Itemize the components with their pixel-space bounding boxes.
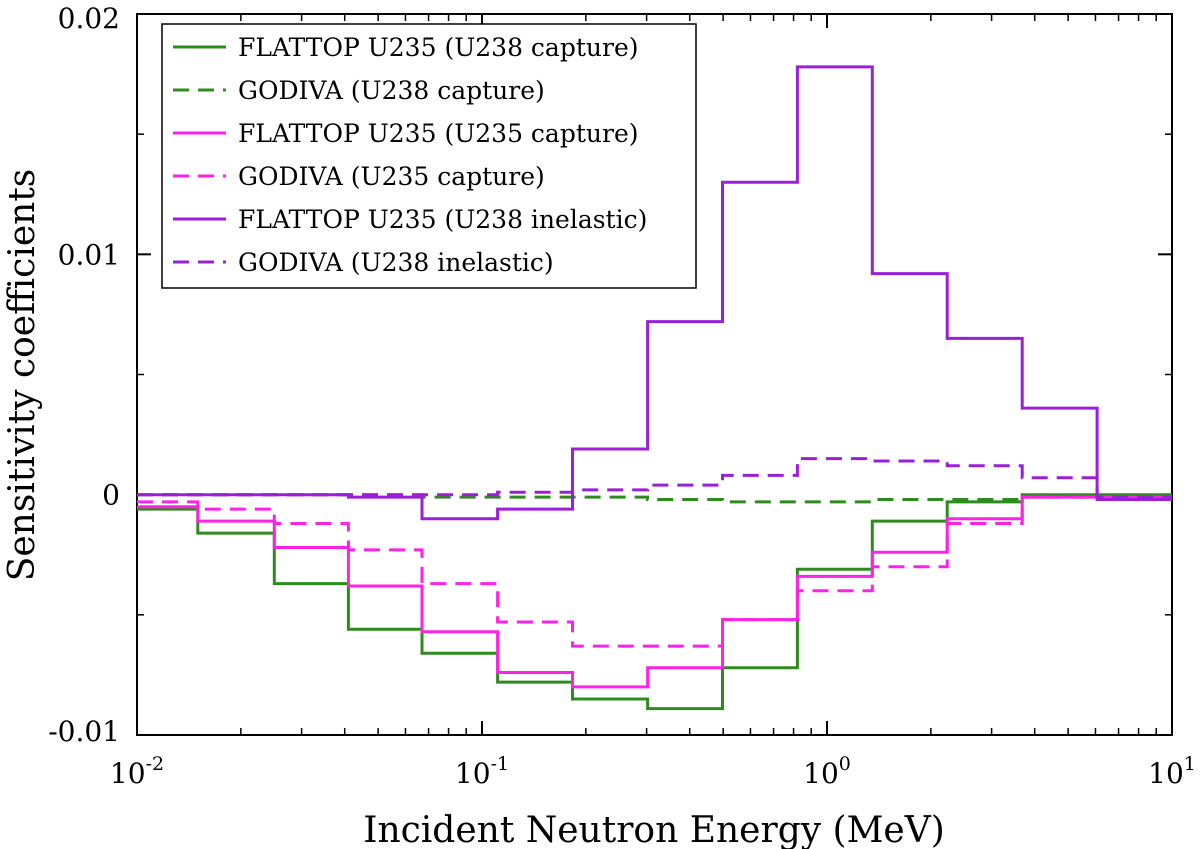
series-line-2 xyxy=(137,493,1172,504)
legend-label: GODIVA (U238 capture) xyxy=(238,76,545,105)
legend-label: GODIVA (U235 capture) xyxy=(238,162,545,191)
y-axis-label: Sensitivity coefficients xyxy=(2,169,43,582)
x-tick-label: 10-1 xyxy=(455,753,509,790)
legend: FLATTOP U235 (U238 capture) GODIVA (U238 … xyxy=(161,23,697,289)
y-tick-label: -0.01 xyxy=(48,715,120,748)
legend-label: GODIVA (U238 inelastic) xyxy=(238,248,554,277)
y-tick-label: 0.01 xyxy=(58,238,120,271)
y-tick-label: 0 xyxy=(102,479,120,512)
x-tick-label: 101 xyxy=(1148,753,1196,790)
x-tick-label: 100 xyxy=(803,753,851,790)
series-line-3 xyxy=(137,495,1172,689)
legend-label: FLATTOP U235 (U238 inelastic) xyxy=(238,205,647,234)
y-tick-label: 0.02 xyxy=(58,2,120,35)
legend-label: FLATTOP U235 (U238 capture) xyxy=(238,33,639,62)
legend-box xyxy=(161,23,697,289)
series-line-5 xyxy=(137,65,1172,521)
series-line-6 xyxy=(137,457,1172,499)
x-tick-label: 10-2 xyxy=(110,753,164,790)
legend-label: FLATTOP U235 (U235 capture) xyxy=(238,119,639,148)
series-line-1 xyxy=(137,493,1172,711)
x-axis-label: Incident Neutron Energy (MeV) xyxy=(363,810,945,849)
